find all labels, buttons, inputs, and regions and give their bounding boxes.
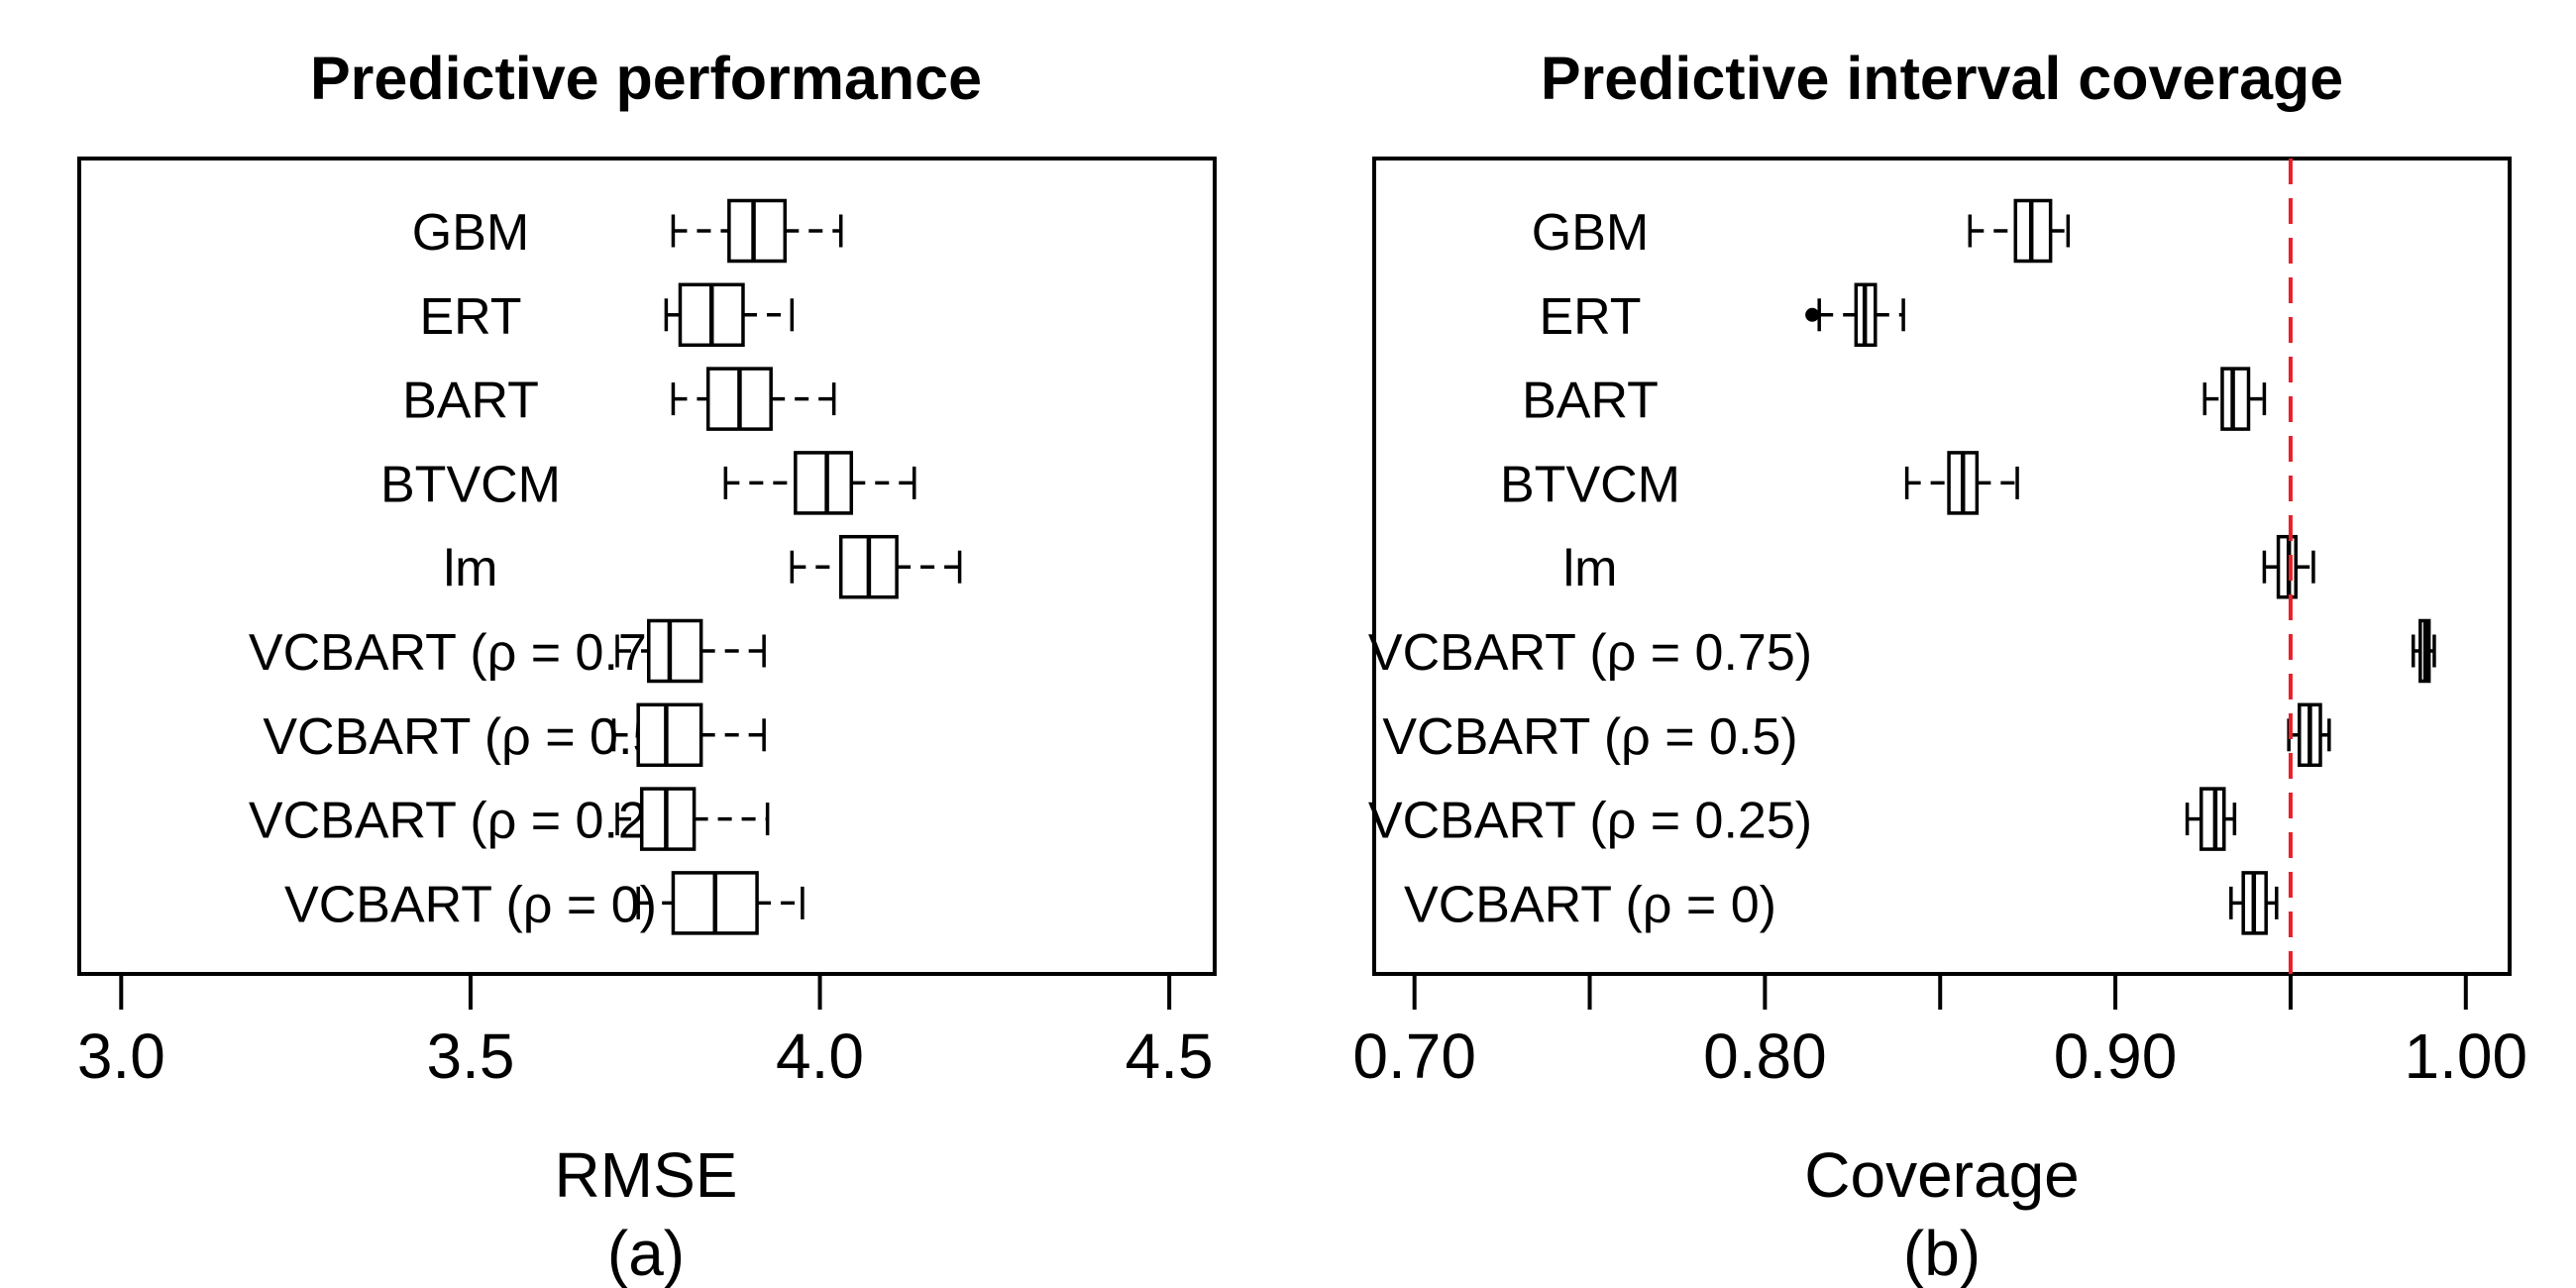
x-tick-label: 0.90 — [2054, 1020, 2178, 1092]
box-row: VCBART (ρ = 0.5) — [263, 702, 766, 768]
outlier-point — [1805, 307, 1820, 322]
box-row: VCBART (ρ = 0.5) — [1382, 702, 2331, 768]
box-row: VCBART (ρ = 0) — [284, 871, 805, 935]
box-row: BTVCM — [1500, 451, 2019, 515]
box-rows: GBM ERT BART BTVCM lm VCBART (ρ = 0.75) VCBART… — [249, 198, 962, 935]
box-rows: GBM ERT BART BTVCM lm VCBART (ρ = 0.75) VCBART… — [1368, 198, 2436, 935]
panel-label: (a) — [607, 1218, 685, 1288]
category-label: ERT — [1539, 288, 1641, 346]
category-label: BART — [1522, 373, 1659, 430]
box-row: BTVCM — [380, 451, 916, 515]
plot-frame — [77, 157, 1217, 976]
category-label: VCBART (ρ = 0) — [284, 876, 657, 933]
category-label: lm — [1563, 540, 1618, 597]
box-row: ERT — [419, 282, 795, 348]
box-row: GBM — [412, 198, 843, 264]
x-tick-label: 0.80 — [1703, 1020, 1827, 1092]
category-label: VCBART (ρ = 0) — [1404, 876, 1776, 933]
panel-rmse: Predictive performance GBM ERT BART BTVCM lm… — [77, 45, 1217, 1288]
box-row: GBM — [1532, 198, 2071, 264]
x-tick-label: 3.0 — [77, 1020, 165, 1092]
category-label: VCBART (ρ = 0.5) — [1382, 708, 1797, 766]
x-tick-label: 0.70 — [1352, 1020, 1476, 1092]
x-tick-label: 4.5 — [1126, 1020, 1214, 1092]
box-row: BART — [402, 367, 836, 431]
category-label: ERT — [419, 288, 521, 346]
box-row: ERT — [1539, 282, 1905, 348]
box-row: lm — [444, 534, 962, 599]
x-tick-label: 1.00 — [2405, 1020, 2528, 1092]
box-row: lm — [1563, 534, 2315, 599]
category-label: BART — [402, 373, 539, 430]
panel-title: Predictive performance — [310, 45, 982, 112]
box-row: VCBART (ρ = 0.25) — [249, 787, 770, 851]
box-row: VCBART (ρ = 0) — [1404, 871, 2279, 935]
x-tick-label: 4.0 — [776, 1020, 864, 1092]
box-row: VCBART (ρ = 0.25) — [1368, 787, 2237, 851]
box-iqr — [2220, 367, 2251, 431]
category-label: VCBART (ρ = 0.25) — [249, 793, 693, 850]
category-label: VCBART (ρ = 0.25) — [1368, 793, 1812, 850]
category-label: BTVCM — [1500, 456, 1680, 513]
box-iqr — [727, 198, 788, 264]
category-label: lm — [444, 540, 498, 597]
box-row: BART — [1522, 367, 2267, 431]
panel-label: (b) — [1903, 1218, 1981, 1288]
box-iqr — [794, 451, 854, 515]
box-row: VCBART (ρ = 0.75) — [249, 618, 766, 684]
category-label: VCBART (ρ = 0.75) — [249, 624, 693, 682]
box-iqr — [2199, 787, 2226, 851]
x-axis-label: RMSE — [555, 1139, 738, 1211]
panel-title: Predictive interval coverage — [1541, 45, 2343, 112]
category-label: VCBART (ρ = 0.5) — [263, 708, 678, 766]
category-label: GBM — [412, 204, 529, 262]
box-row: VCBART (ρ = 0.75) — [1368, 618, 2436, 684]
box-iqr — [647, 618, 703, 684]
category-label: GBM — [1532, 204, 1649, 262]
x-axis-label: Coverage — [1804, 1139, 2080, 1211]
category-label: VCBART (ρ = 0.75) — [1368, 624, 1812, 682]
category-label: BTVCM — [380, 456, 561, 513]
x-tick-label: 3.5 — [426, 1020, 514, 1092]
plot-frame — [1372, 157, 2512, 976]
x-axis: 3.0 3.5 4.0 4.5 — [77, 974, 1214, 1092]
box-iqr — [636, 702, 703, 768]
panel-coverage: Predictive interval coverage GBM ERT BART B… — [1352, 45, 2527, 1288]
x-axis: 0.70 0.80 0.90 1.00 — [1352, 974, 2527, 1092]
